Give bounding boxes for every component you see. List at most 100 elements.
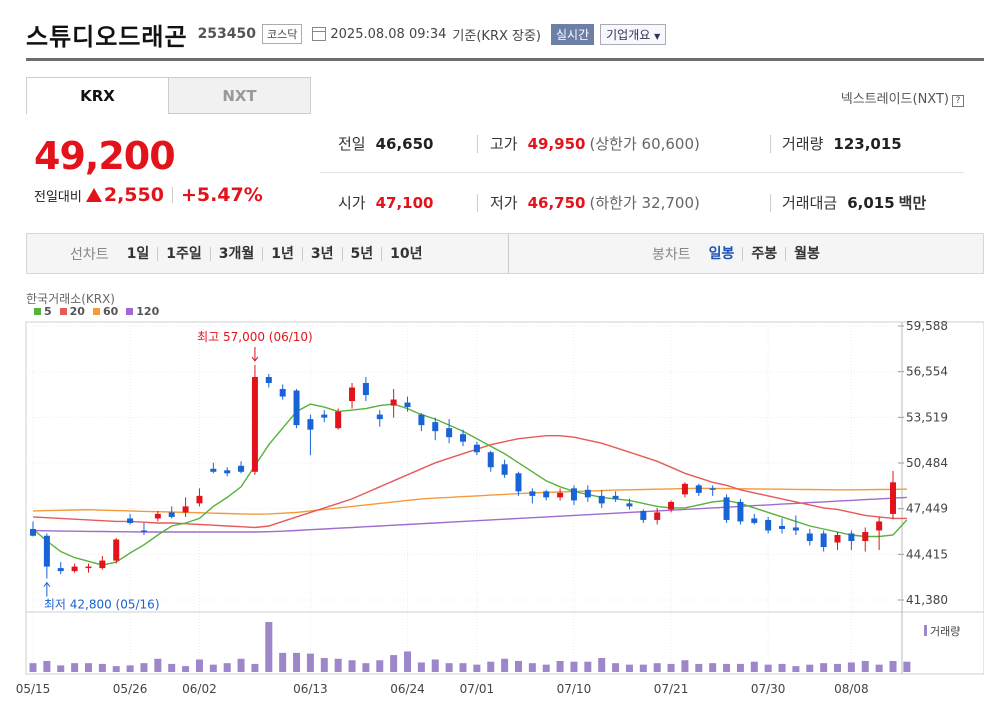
- period-monthly[interactable]: 월봉: [785, 246, 828, 261]
- candle-body: [279, 389, 286, 397]
- period-10y[interactable]: 10년: [381, 246, 430, 261]
- candle-body: [307, 419, 314, 430]
- volume-bar: [390, 655, 398, 672]
- change-separator: [171, 187, 173, 203]
- volume-bar: [570, 661, 578, 672]
- volume-bar: [348, 660, 356, 672]
- candle-body: [140, 530, 147, 532]
- x-tick-label: 07/30: [751, 682, 786, 696]
- volume-bar: [154, 658, 162, 672]
- candle-body: [779, 525, 786, 529]
- period-weekly[interactable]: 주봉: [742, 246, 785, 261]
- candle-body: [862, 531, 869, 542]
- volume-bar: [445, 663, 453, 672]
- candle-body: [432, 422, 439, 432]
- timestamp: 2025.08.08 09:34: [330, 26, 447, 42]
- period-1y[interactable]: 1년: [262, 246, 302, 261]
- stat-value: 47,100: [375, 194, 434, 212]
- period-1d[interactable]: 1일: [126, 245, 150, 262]
- candle-body: [113, 539, 120, 561]
- x-tick-label: 05/26: [113, 682, 148, 696]
- company-name: 스튜디오드래곤: [26, 22, 188, 51]
- volume-bar: [362, 663, 370, 672]
- volume-bar: [667, 663, 675, 672]
- period-1w[interactable]: 1주일: [157, 246, 210, 261]
- candle-body: [654, 512, 661, 520]
- candle-body: [876, 521, 883, 531]
- period-5y[interactable]: 5년: [341, 246, 382, 261]
- x-tick-label: 06/24: [390, 682, 425, 696]
- period-3m[interactable]: 3개월: [209, 246, 263, 261]
- candle-body: [99, 560, 106, 569]
- volume-bar: [639, 664, 647, 672]
- candle-body: [349, 387, 356, 402]
- help-icon[interactable]: ?: [952, 95, 964, 107]
- stat-value: 46,750: [527, 194, 586, 212]
- period-bar: [26, 233, 984, 274]
- volume-bar: [584, 661, 592, 672]
- candle-body: [543, 491, 550, 498]
- candle-body: [43, 535, 50, 567]
- candle-body: [335, 411, 342, 429]
- x-tick-label: 06/02: [182, 682, 217, 696]
- candle-chart-label: 봉차트: [652, 246, 691, 263]
- candle-body: [834, 534, 841, 543]
- change-percent: +5.47%: [180, 184, 263, 206]
- candle-body: [71, 566, 78, 572]
- volume-bar: [209, 664, 217, 672]
- legend-swatch: [126, 308, 134, 315]
- ma-line-ma5: [32, 403, 908, 566]
- volume-bar: [889, 660, 897, 672]
- candle-body: [446, 428, 453, 438]
- candle-body: [321, 414, 328, 418]
- high-arrow-head: [251, 356, 259, 362]
- candle-body: [390, 399, 397, 406]
- volume-bar: [140, 663, 148, 672]
- dropdown-icon: ▼: [654, 31, 661, 41]
- candle-body: [626, 503, 633, 507]
- stat-separator: [770, 194, 771, 212]
- candle-body: [362, 383, 369, 396]
- candle-body: [751, 518, 758, 523]
- volume-legend-label: 거래량: [930, 625, 960, 638]
- period-3y[interactable]: 3년: [301, 246, 342, 261]
- volume-bar: [487, 661, 495, 672]
- candle-body: [404, 402, 411, 408]
- legend-ma120: 120: [126, 305, 159, 318]
- stat-separator: [770, 135, 771, 153]
- tab-krx[interactable]: KRX: [26, 77, 169, 114]
- volume-bar: [251, 663, 259, 672]
- period-daily[interactable]: 일봉: [708, 245, 735, 262]
- volume-bar: [265, 622, 273, 672]
- x-tick-label: 08/08: [834, 682, 869, 696]
- line-chart-periods: 선차트 1일 1주일 3개월 1년 3년 5년 10년: [70, 233, 431, 274]
- company-info-button[interactable]: 기업개요 ▼: [600, 23, 667, 45]
- candle-body: [376, 414, 383, 420]
- stat-label: 전일: [338, 135, 366, 153]
- volume-bar: [723, 663, 731, 672]
- volume-bar: [514, 660, 522, 672]
- candle-body: [168, 512, 175, 517]
- stat-label: 거래대금: [782, 194, 838, 212]
- candle-body: [265, 376, 272, 384]
- volume-bar: [681, 660, 689, 672]
- nextrade-link[interactable]: 넥스트레이드(NXT)?: [841, 88, 964, 107]
- volume-bar: [29, 663, 37, 672]
- stat-value: 6,015: [847, 194, 895, 212]
- candle-body: [668, 501, 675, 510]
- candle-body: [515, 473, 522, 492]
- stat-label: 시가: [338, 194, 366, 212]
- volume-bar: [695, 663, 703, 672]
- tab-nxt[interactable]: NXT: [168, 77, 311, 114]
- volume-bar: [612, 663, 620, 672]
- market-badge: 코스닥: [262, 24, 303, 44]
- y-tick-label: 41,380: [906, 593, 948, 607]
- candle-body: [529, 491, 536, 496]
- lower-limit: (하한가 32,700): [589, 194, 700, 212]
- candle-body: [820, 533, 827, 548]
- volume-bar: [806, 664, 814, 672]
- high-annotation: 최고 57,000 (06/10): [197, 330, 313, 344]
- ma-line-ma20: [32, 435, 907, 529]
- stock-header: 스튜디오드래곤 253450 코스닥 2025.08.08 09:34 기준(K…: [26, 14, 667, 54]
